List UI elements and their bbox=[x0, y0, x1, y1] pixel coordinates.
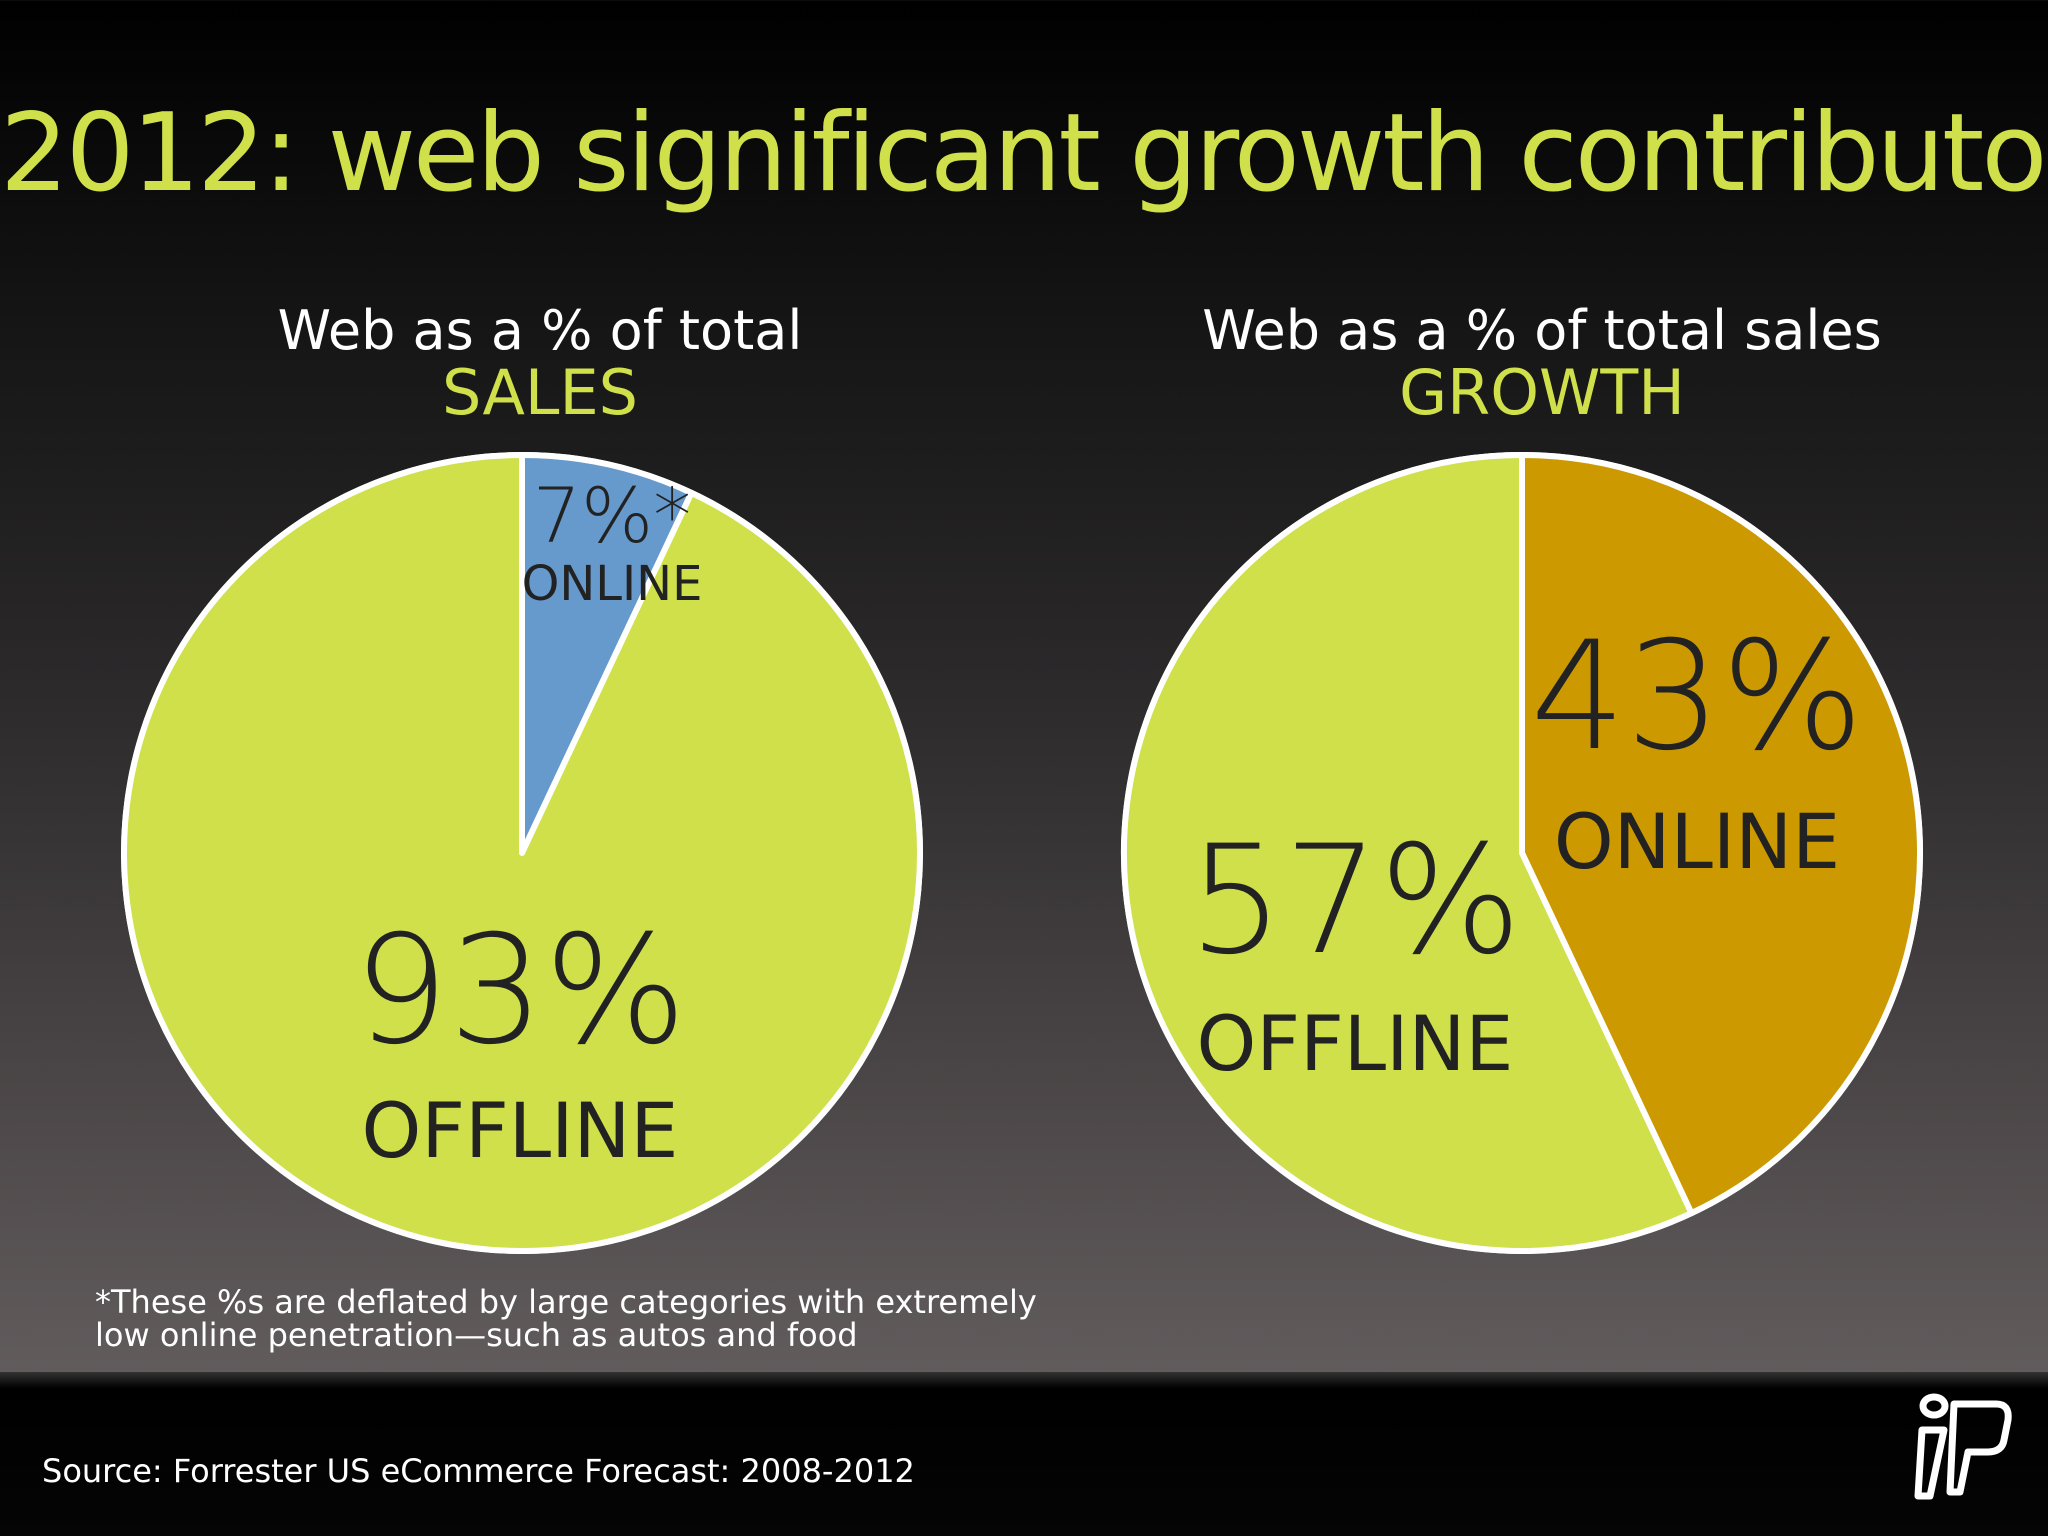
slide-title: 2012: web significant growth contributor bbox=[0, 91, 2048, 216]
pie-chart-growth: 43% ONLINE 57% OFFLINE bbox=[1121, 452, 1923, 1254]
footnote: *These %s are deflated by large categori… bbox=[95, 1286, 1195, 1351]
slice-value-label-offline: 57% bbox=[1188, 814, 1521, 988]
sales-chart-subtitle: SALES bbox=[442, 356, 638, 430]
pie-slice-offline bbox=[1121, 452, 1695, 1254]
pie-slice-online bbox=[1519, 452, 1923, 1217]
source-citation: Source: Forrester US eCommerce Forecast:… bbox=[42, 1452, 915, 1490]
slice-value-label-offline: 93% bbox=[353, 904, 686, 1078]
growth-chart-subtitle: GROWTH bbox=[1399, 356, 1685, 430]
pie-slice-offline bbox=[121, 452, 923, 1254]
growth-chart-heading: Web as a % of total sales GROWTH bbox=[1142, 299, 1942, 430]
pie-slice-online bbox=[519, 452, 695, 856]
slice-name-label-offline: OFFLINE bbox=[362, 1086, 679, 1175]
pie-chart-sales: 7%*ONLINE 93%OFFLINE bbox=[121, 452, 923, 1254]
slice-name-label-online: ONLINE bbox=[1554, 797, 1840, 886]
slice-value-label-online: 43% bbox=[1530, 610, 1863, 784]
slice-name-label-online: ONLINE bbox=[522, 556, 703, 612]
growth-chart-title: Web as a % of total sales bbox=[1202, 299, 1882, 362]
sales-chart-title: Web as a % of total bbox=[277, 299, 803, 362]
footnote-line-1: *These %s are deflated by large categori… bbox=[95, 1283, 1037, 1321]
slice-name-label-offline: OFFLINE bbox=[1197, 999, 1514, 1088]
fp-logo-icon bbox=[1914, 1393, 2012, 1500]
footnote-line-2: low online penetration—such as autos and… bbox=[95, 1315, 858, 1354]
sales-chart-heading: Web as a % of total SALES bbox=[160, 299, 920, 430]
footer-band bbox=[0, 1372, 2048, 1536]
slice-value-label-online: 7%* bbox=[533, 471, 692, 560]
